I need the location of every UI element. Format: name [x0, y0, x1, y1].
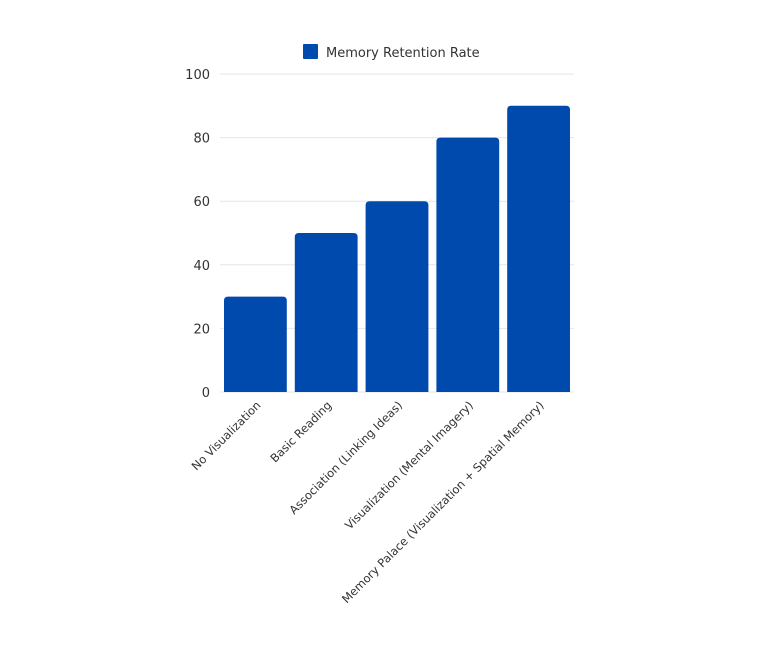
x-axis-category-labels: No Visualization Basic ReadingAssociation… — [189, 398, 547, 606]
y-tick-label: 80 — [193, 132, 210, 147]
y-tick-label: 0 — [202, 386, 210, 401]
legend-swatch — [303, 44, 318, 59]
bar — [436, 137, 500, 392]
bar — [365, 201, 429, 392]
bar — [224, 296, 287, 392]
y-tick-label: 40 — [193, 259, 210, 274]
legend: Memory Retention Rate — [303, 44, 480, 61]
x-category-label: Visualization (Mental Imagery) — [342, 398, 476, 532]
y-tick-label: 100 — [185, 68, 210, 83]
x-category-label: Basic Reading — [267, 398, 334, 465]
y-axis-ticks: 0 20 40 60 80 100 — [185, 68, 210, 401]
bars — [224, 105, 570, 393]
x-category-label: Association (Linking Ideas) — [286, 398, 405, 517]
y-tick-label: 20 — [193, 322, 210, 337]
y-tick-label: 60 — [193, 195, 210, 210]
bar — [294, 233, 358, 392]
legend-label: Memory Retention Rate — [326, 46, 480, 61]
x-category-label: No Visualization — [189, 398, 264, 473]
bar — [507, 105, 570, 393]
